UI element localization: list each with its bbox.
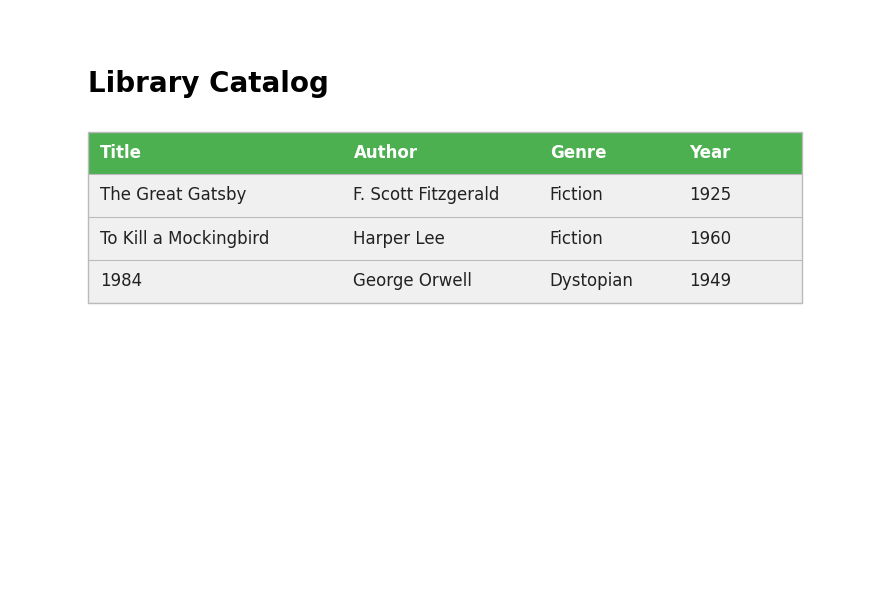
Text: 1984: 1984 [100,272,142,291]
Text: 1960: 1960 [689,229,731,248]
Text: 1949: 1949 [689,272,731,291]
Text: The Great Gatsby: The Great Gatsby [100,187,246,204]
Bar [88,260,802,303]
Text: F. Scott Fitzgerald: F. Scott Fitzgerald [353,187,500,204]
Text: Harper Lee: Harper Lee [353,229,445,248]
Text: Dystopian: Dystopian [550,272,634,291]
Text: Author: Author [353,144,418,162]
Text: George Orwell: George Orwell [353,272,472,291]
Bar [88,132,802,303]
Text: Genre: Genre [550,144,607,162]
Bar [88,174,802,217]
Text: To Kill a Mockingbird: To Kill a Mockingbird [100,229,269,248]
Text: Fiction: Fiction [550,187,604,204]
Text: Fiction: Fiction [550,229,604,248]
Text: Year: Year [689,144,730,162]
Text: Title: Title [100,144,142,162]
Text: Library Catalog: Library Catalog [88,70,328,98]
Bar [88,217,802,260]
Text: 1925: 1925 [689,187,731,204]
Bar [88,132,802,174]
